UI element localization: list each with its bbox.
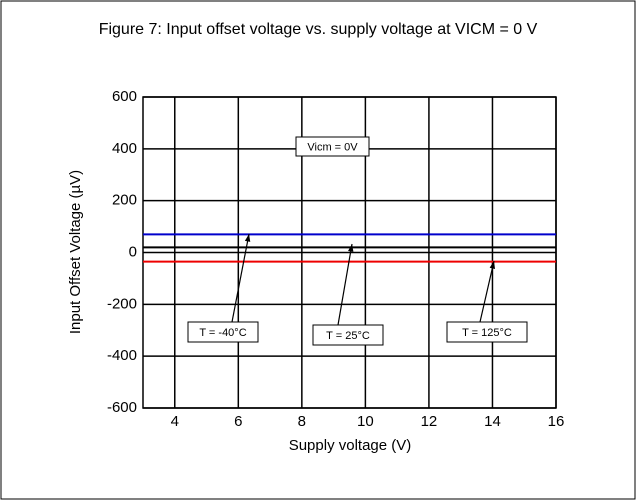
arrow bbox=[231, 233, 250, 323]
y-tick-label: 0 bbox=[129, 243, 137, 260]
annotation-box bbox=[446, 321, 528, 343]
x-tick-label: 8 bbox=[298, 413, 306, 430]
x-axis-label: Supply voltage (V) bbox=[289, 437, 412, 454]
arrow-head bbox=[348, 244, 354, 252]
series-label: T = -40°C bbox=[199, 327, 246, 339]
arrow bbox=[337, 243, 353, 326]
y-axis-label: Input Offset Voltage (µV) bbox=[67, 170, 84, 334]
x-tick-label: 4 bbox=[171, 413, 179, 430]
arrow-head bbox=[244, 234, 251, 242]
series-label: T = 125°C bbox=[462, 327, 512, 339]
x-tick-label: 16 bbox=[548, 413, 565, 430]
y-tick-label: -600 bbox=[107, 399, 137, 416]
x-tick-label: 6 bbox=[234, 413, 242, 430]
x-tick-label: 14 bbox=[484, 413, 501, 430]
series-label: T = 25°C bbox=[326, 330, 370, 342]
chart-title: Figure 7: Input offset voltage vs. suppl… bbox=[99, 21, 538, 38]
annotation-box bbox=[312, 324, 384, 346]
annotation-box bbox=[295, 136, 370, 157]
y-tick-label: 400 bbox=[112, 140, 137, 157]
y-tick-label: -400 bbox=[107, 347, 137, 364]
y-tick-label: 200 bbox=[112, 192, 137, 209]
x-tick-label: 10 bbox=[357, 413, 374, 430]
arrow bbox=[479, 260, 495, 323]
x-tick-label: 12 bbox=[421, 413, 438, 430]
y-tick-label: 600 bbox=[112, 88, 137, 105]
annotation-box bbox=[187, 321, 259, 343]
arrow-head bbox=[489, 261, 495, 269]
y-tick-label: -200 bbox=[107, 295, 137, 312]
annotation: Vicm = 0V bbox=[307, 141, 358, 153]
